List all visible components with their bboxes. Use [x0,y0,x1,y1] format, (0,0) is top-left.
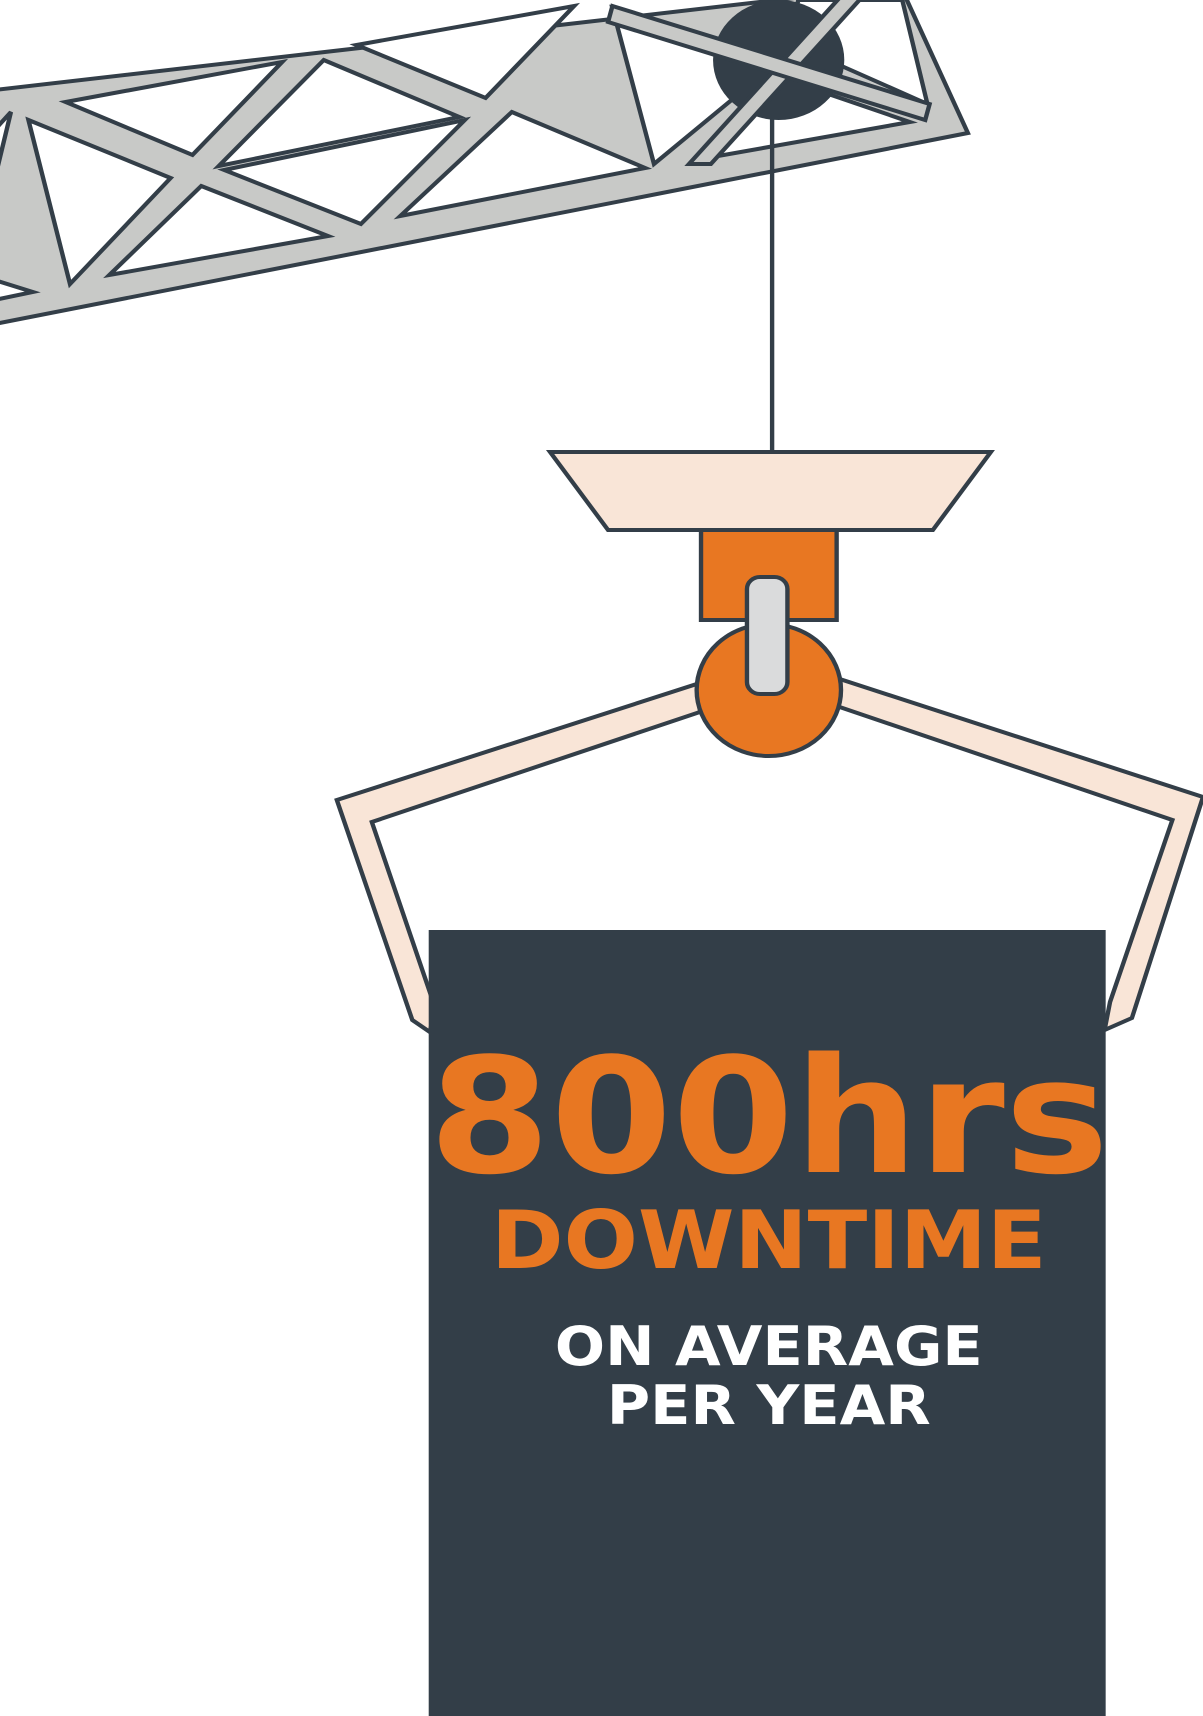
headline: 800hrs [429,1023,1109,1210]
page: {"headline": "800hrs", "label": "DOWNTIM… [0,0,1203,1716]
hook-block [550,452,991,530]
caption-line: PER YEAR [607,1374,931,1437]
hook-pin [747,577,787,694]
label: DOWNTIME [491,1194,1047,1288]
caption-line: ON AVERAGE [555,1315,983,1378]
crane-infographic: 800hrs DOWNTIME ON AVERAGE PER YEAR [0,0,1203,1716]
